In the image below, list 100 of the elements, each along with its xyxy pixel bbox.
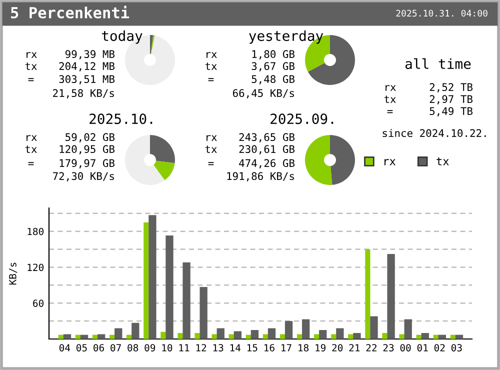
text: 1,80 GB — [252, 50, 295, 60]
bar — [194, 333, 200, 339]
bar — [433, 334, 438, 339]
donut-slice — [150, 135, 175, 164]
legend-label: rx — [384, 159, 396, 166]
x-tick-label: 22 — [366, 344, 376, 352]
bar — [178, 333, 183, 339]
y-axis-title: KB/s — [9, 262, 18, 285]
bar — [250, 330, 259, 339]
donut-slice — [150, 35, 155, 54]
text: 2025.10.31. 04:00 — [396, 10, 488, 17]
bar — [302, 319, 310, 339]
x-tick-label: 16 — [264, 344, 274, 352]
x-tick-label: 07 — [110, 344, 121, 352]
text: 66,45 KB/s — [232, 89, 294, 98]
text: 5,48 GB — [252, 75, 295, 84]
donut-slice — [125, 135, 165, 185]
text: = — [28, 162, 34, 166]
bar — [75, 334, 81, 339]
text: 120,95 GB — [60, 145, 115, 154]
legend-label: tx — [436, 157, 449, 166]
text: tx — [205, 146, 217, 153]
bar — [268, 328, 276, 339]
x-tick-label: 23 — [383, 344, 394, 352]
text: = — [208, 162, 214, 166]
bar — [399, 334, 404, 339]
bar — [416, 334, 422, 339]
bar — [438, 334, 446, 339]
chart-title: 2025.09. — [270, 114, 334, 124]
text: 5,49 TB — [430, 107, 473, 116]
bar — [216, 328, 224, 339]
bar — [212, 334, 217, 339]
bar — [228, 334, 234, 339]
y-tick-label: 180 — [28, 228, 44, 236]
text: 3,67 GB — [252, 62, 295, 72]
x-tick-label: 21 — [349, 344, 360, 352]
text: = — [28, 78, 34, 82]
text: 59,02 GB — [66, 133, 115, 142]
bar — [262, 334, 268, 339]
bar — [331, 334, 336, 339]
donut-slice — [154, 160, 175, 180]
x-tick-label: 06 — [94, 344, 104, 352]
y-tick-label: 60 — [33, 300, 44, 307]
text: rx — [26, 52, 37, 58]
bar — [450, 334, 456, 339]
bar — [319, 330, 327, 339]
text: tx — [384, 96, 396, 103]
bar — [353, 333, 361, 339]
chart-title: 2025.10. — [90, 114, 152, 124]
bar — [348, 334, 354, 339]
donut-slice — [330, 135, 355, 185]
text: rx — [206, 135, 217, 141]
x-tick-label: 14 — [230, 344, 240, 352]
bar — [58, 334, 64, 339]
bar — [365, 249, 370, 339]
x-tick-label: 03 — [451, 344, 462, 352]
x-tick-label: 19 — [316, 344, 326, 352]
bar — [296, 334, 302, 339]
bar — [284, 321, 293, 339]
text: 2,52 TB — [430, 83, 473, 92]
bar — [370, 316, 378, 339]
text: 179,97 GB — [60, 159, 115, 168]
text: tx — [25, 146, 37, 153]
chart-title: today — [102, 30, 142, 44]
bar — [110, 334, 115, 339]
text: since 2024.10.22. — [382, 128, 486, 138]
text: 21,58 KB/s — [53, 89, 114, 98]
donut-slice — [305, 135, 332, 185]
bar — [114, 328, 122, 339]
bar — [148, 215, 156, 339]
bar — [126, 334, 132, 339]
text: all time — [405, 58, 471, 70]
x-tick-label: 00 — [400, 344, 411, 352]
bar — [92, 334, 98, 339]
x-tick-label: 15 — [247, 344, 258, 352]
text: tx — [25, 62, 37, 70]
bar — [387, 254, 395, 339]
donut-slice — [150, 35, 154, 54]
text: = — [387, 110, 393, 114]
x-tick-label: 20 — [332, 344, 343, 352]
bar — [97, 334, 106, 339]
x-tick-label: 08 — [128, 344, 138, 352]
bar — [200, 286, 208, 339]
x-tick-label: 05 — [76, 344, 87, 352]
x-tick-label: 10 — [162, 344, 172, 352]
x-tick-label: 11 — [179, 344, 190, 352]
bar — [80, 334, 88, 339]
text: rx — [386, 85, 396, 91]
text: = — [208, 78, 214, 82]
text: 99,39 MB — [65, 50, 115, 60]
bar — [421, 333, 429, 339]
bar — [144, 222, 149, 339]
text: rx — [26, 135, 37, 141]
bar — [132, 322, 140, 339]
text: rx — [206, 52, 217, 58]
bar — [382, 333, 388, 339]
text: 243,65 GB — [239, 133, 295, 142]
bar — [246, 334, 251, 339]
chart-title: yesterday — [249, 30, 324, 44]
text: 204,12 MB — [59, 62, 115, 72]
